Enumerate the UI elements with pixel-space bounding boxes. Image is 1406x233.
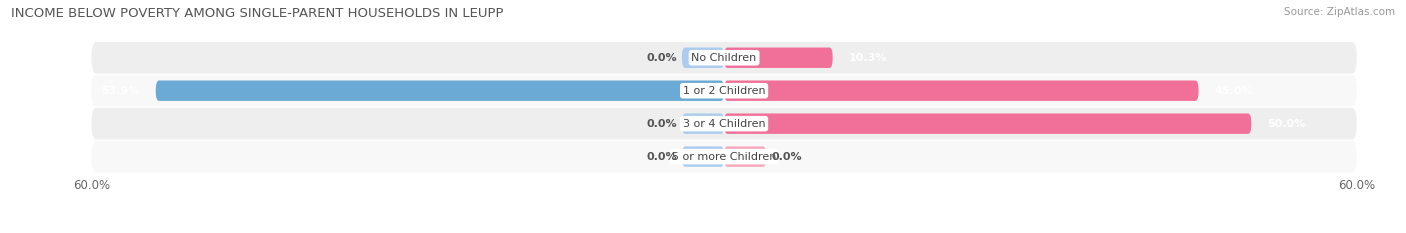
Text: No Children: No Children	[692, 53, 756, 63]
Text: 3 or 4 Children: 3 or 4 Children	[683, 119, 765, 129]
FancyBboxPatch shape	[91, 141, 1357, 172]
FancyBboxPatch shape	[91, 75, 1357, 106]
Text: 10.3%: 10.3%	[848, 53, 887, 63]
FancyBboxPatch shape	[724, 113, 1251, 134]
FancyBboxPatch shape	[682, 146, 724, 167]
Text: 0.0%: 0.0%	[645, 53, 676, 63]
FancyBboxPatch shape	[91, 42, 1357, 74]
Text: Source: ZipAtlas.com: Source: ZipAtlas.com	[1284, 7, 1395, 17]
Text: 5 or more Children: 5 or more Children	[672, 152, 776, 162]
Text: 0.0%: 0.0%	[772, 152, 803, 162]
Text: INCOME BELOW POVERTY AMONG SINGLE-PARENT HOUSEHOLDS IN LEUPP: INCOME BELOW POVERTY AMONG SINGLE-PARENT…	[11, 7, 503, 20]
Text: 50.0%: 50.0%	[1267, 119, 1305, 129]
Text: 45.0%: 45.0%	[1215, 86, 1253, 96]
FancyBboxPatch shape	[724, 146, 766, 167]
FancyBboxPatch shape	[682, 48, 724, 68]
FancyBboxPatch shape	[91, 108, 1357, 140]
Text: 0.0%: 0.0%	[645, 119, 676, 129]
Text: 53.9%: 53.9%	[101, 86, 141, 96]
FancyBboxPatch shape	[724, 80, 1198, 101]
FancyBboxPatch shape	[156, 80, 724, 101]
Legend: Single Father, Single Mother: Single Father, Single Mother	[614, 230, 834, 233]
FancyBboxPatch shape	[682, 113, 724, 134]
FancyBboxPatch shape	[724, 48, 832, 68]
Text: 1 or 2 Children: 1 or 2 Children	[683, 86, 765, 96]
Text: 0.0%: 0.0%	[645, 152, 676, 162]
